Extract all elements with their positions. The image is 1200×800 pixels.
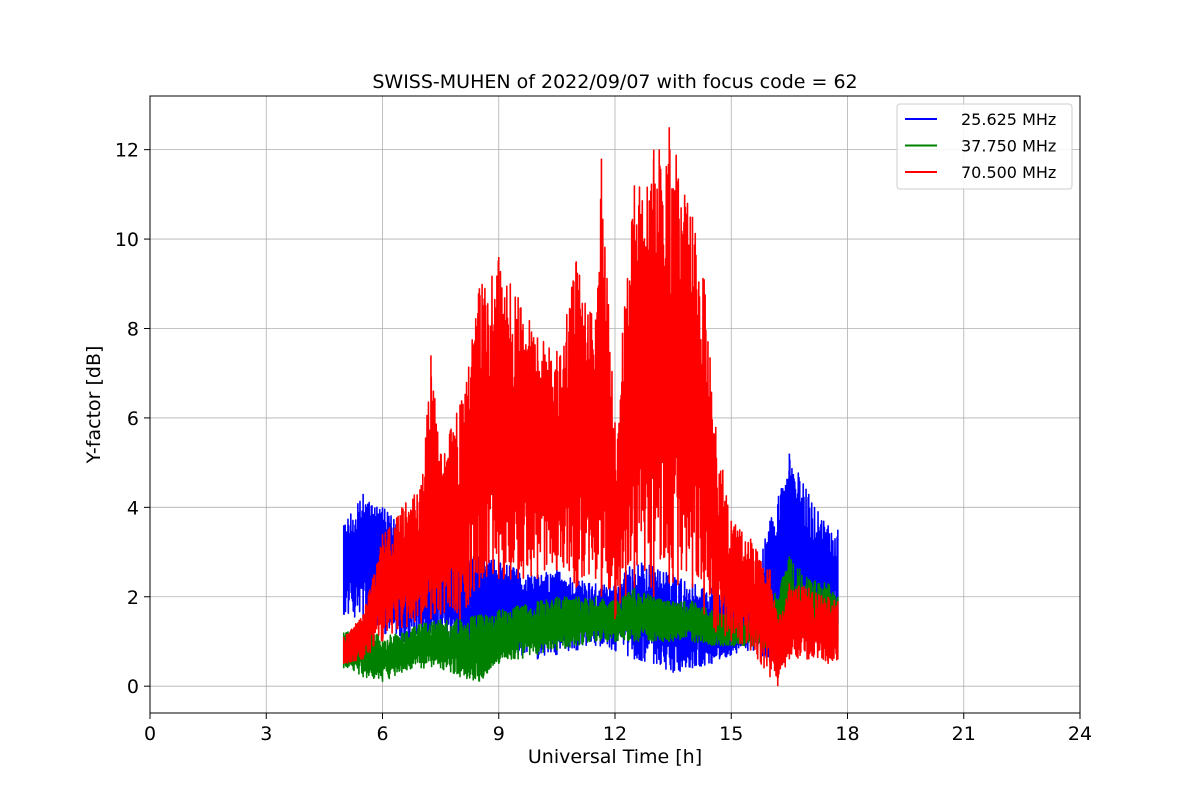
x-tick-label: 21: [952, 723, 976, 745]
legend: 25.625 MHz 37.750 MHz 70.500 MHz: [896, 103, 1073, 190]
x-tick-label: 9: [493, 723, 505, 745]
x-tick-label: 6: [376, 723, 388, 745]
series-layer: [342, 127, 839, 687]
x-axis-label: Universal Time [h]: [528, 746, 702, 768]
grid: [149, 96, 1081, 713]
x-tick-label: 12: [603, 723, 627, 745]
chart-title: SWISS-MUHEN of 2022/09/07 with focus cod…: [372, 71, 857, 93]
y-tick-label: 0: [127, 676, 139, 698]
y-tick-label: 4: [127, 497, 139, 519]
legend-label: 70.500 MHz: [961, 163, 1056, 182]
y-tick-label: 2: [127, 587, 139, 609]
series-line: [342, 127, 839, 687]
x-tick-label: 15: [719, 723, 743, 745]
legend-label: 37.750 MHz: [961, 137, 1056, 156]
legend-label: 25.625 MHz: [961, 110, 1056, 129]
x-tick-label: 24: [1068, 723, 1092, 745]
y-tick-label: 12: [115, 140, 139, 162]
y-tick-label: 6: [127, 408, 139, 430]
legend-box: [896, 103, 1073, 190]
x-tick-label: 18: [835, 723, 859, 745]
x-tick-label: 3: [260, 723, 272, 745]
x-tick-label: 0: [144, 723, 156, 745]
y-axis-label: Y-factor [dB]: [83, 346, 105, 465]
y-tick-label: 8: [127, 318, 139, 340]
y-tick-label: 10: [115, 229, 139, 251]
